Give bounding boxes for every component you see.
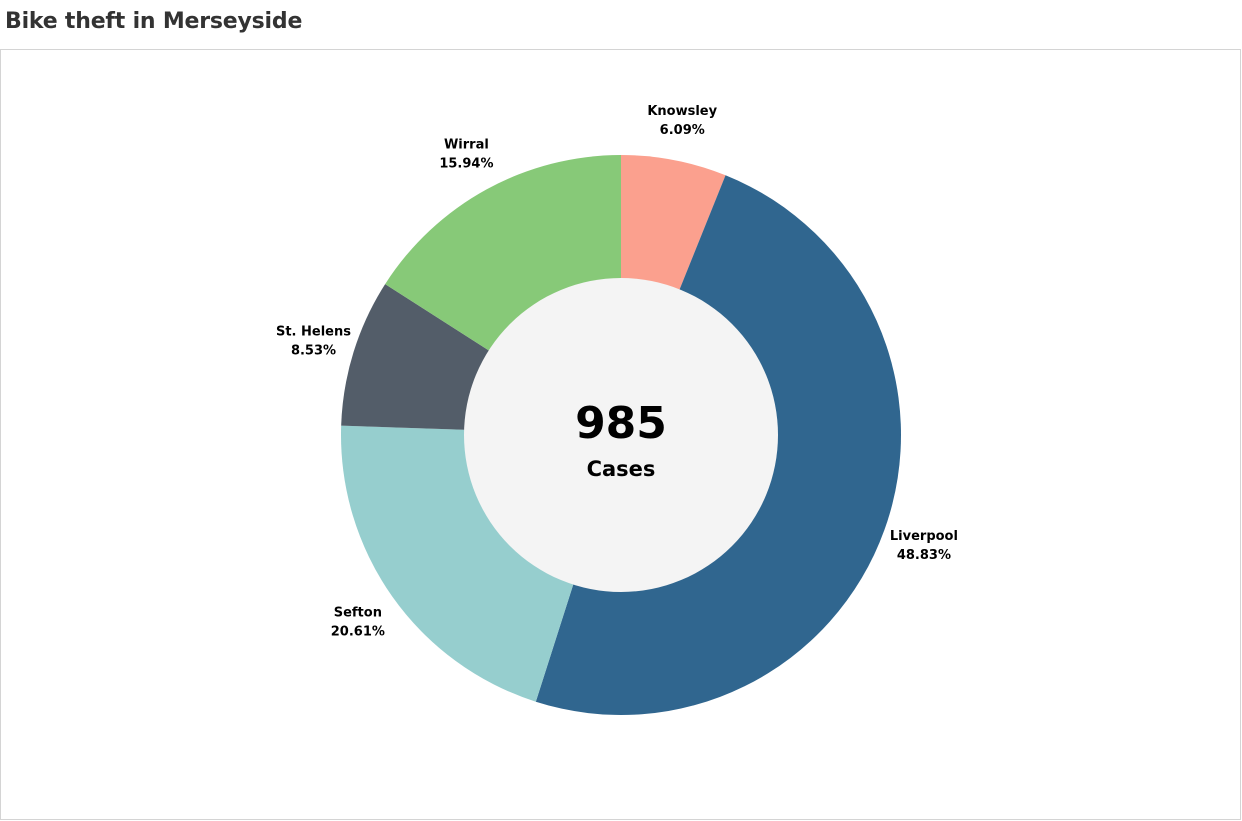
center-total-value: 985 — [575, 398, 667, 449]
slice-label-percent: 15.94% — [439, 157, 493, 172]
chart-panel: Knowsley 6.09% Liverpool 48.83% Sefton 20.61%… — [0, 49, 1241, 820]
donut-hole — [464, 278, 778, 592]
slice-label-name: Knowsley — [647, 104, 717, 119]
slice-label: Sefton 20.61% — [331, 606, 385, 640]
slice-label: Knowsley 6.09% — [647, 104, 717, 138]
slice-label-name: St. Helens — [276, 324, 351, 339]
labels-group: Knowsley 6.09% Liverpool 48.83% Sefton 20.61%… — [276, 104, 958, 640]
slice-label-name: Wirral — [444, 138, 489, 153]
slice-label: Liverpool 48.83% — [890, 529, 958, 563]
slice-label-name: Liverpool — [890, 529, 958, 544]
center-total-label: Cases — [587, 457, 656, 481]
chart-title: Bike theft in Merseyside — [5, 9, 303, 34]
slice-label-percent: 48.83% — [897, 548, 951, 563]
slice-label: St. Helens 8.53% — [276, 324, 351, 358]
slice-label-percent: 6.09% — [660, 123, 705, 138]
slice-label-name: Sefton — [334, 606, 382, 621]
slice-label-percent: 8.53% — [291, 343, 336, 358]
donut-chart: Knowsley 6.09% Liverpool 48.83% Sefton 20.61%… — [276, 104, 958, 715]
slice-label-percent: 20.61% — [331, 625, 385, 640]
slice-label: Wirral 15.94% — [439, 138, 493, 172]
